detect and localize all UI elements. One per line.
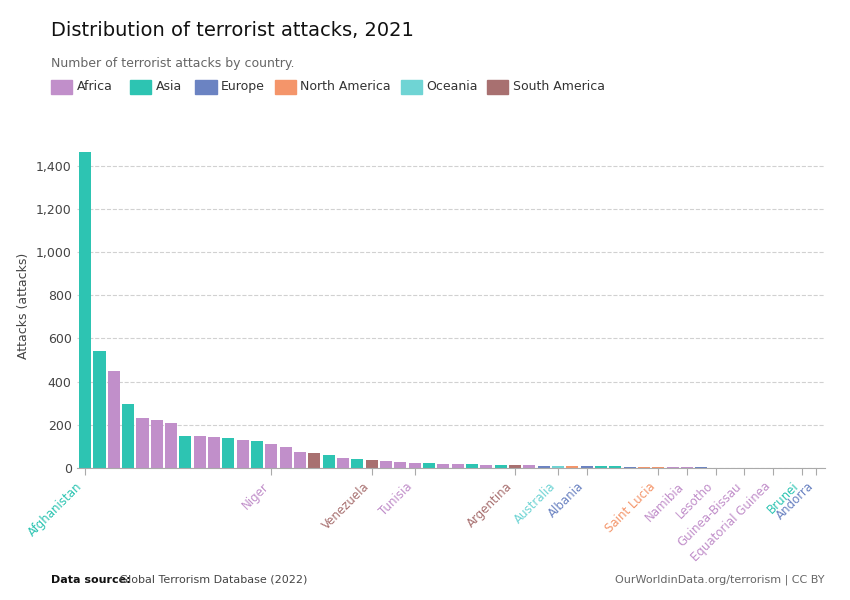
Bar <box>122 404 134 468</box>
Bar <box>437 464 450 468</box>
Bar <box>537 466 550 468</box>
Bar <box>79 152 91 468</box>
Bar <box>666 467 678 468</box>
Bar <box>94 352 105 468</box>
Text: Our World: Our World <box>683 20 750 34</box>
Bar <box>695 467 707 468</box>
Bar <box>380 461 392 468</box>
Text: in Data: in Data <box>692 40 740 53</box>
Bar <box>524 466 536 468</box>
Bar <box>366 460 377 468</box>
Bar <box>251 441 264 468</box>
Bar <box>409 463 421 468</box>
Bar <box>480 464 492 468</box>
Text: Asia: Asia <box>156 80 182 93</box>
Bar <box>194 436 206 468</box>
Bar <box>638 467 650 468</box>
Bar <box>136 418 149 468</box>
Bar <box>179 436 191 468</box>
Bar <box>337 458 349 468</box>
Bar <box>423 463 435 468</box>
Text: Oceania: Oceania <box>427 80 479 93</box>
Bar <box>236 440 249 468</box>
Bar <box>609 466 621 468</box>
Text: Europe: Europe <box>221 80 265 93</box>
Bar <box>624 467 636 468</box>
Bar <box>294 452 306 468</box>
Bar <box>466 464 478 468</box>
Bar <box>108 371 120 468</box>
Text: Global Terrorism Database (2022): Global Terrorism Database (2022) <box>116 575 307 585</box>
Bar <box>323 455 335 468</box>
Bar <box>150 420 163 468</box>
Text: OurWorldinData.org/terrorism | CC BY: OurWorldinData.org/terrorism | CC BY <box>615 575 824 585</box>
Bar <box>223 438 235 468</box>
Bar <box>394 461 406 468</box>
Text: Data source:: Data source: <box>51 575 131 585</box>
Bar <box>652 467 665 468</box>
Bar <box>451 464 464 468</box>
Text: North America: North America <box>300 80 391 93</box>
Y-axis label: Attacks (attacks): Attacks (attacks) <box>17 253 31 359</box>
Bar <box>265 444 277 468</box>
Bar <box>595 466 607 468</box>
Bar <box>509 465 521 468</box>
Text: Distribution of terrorist attacks, 2021: Distribution of terrorist attacks, 2021 <box>51 21 414 40</box>
Bar <box>208 437 220 468</box>
Text: Number of terrorist attacks by country.: Number of terrorist attacks by country. <box>51 57 294 70</box>
Bar <box>581 466 592 468</box>
Bar <box>165 422 177 468</box>
Text: Africa: Africa <box>76 80 112 93</box>
Bar <box>566 466 578 468</box>
Bar <box>309 454 320 468</box>
Bar <box>552 466 564 468</box>
Bar <box>681 467 693 468</box>
Bar <box>280 448 292 468</box>
Bar <box>495 465 507 468</box>
Text: South America: South America <box>513 80 604 93</box>
Bar <box>351 459 364 468</box>
